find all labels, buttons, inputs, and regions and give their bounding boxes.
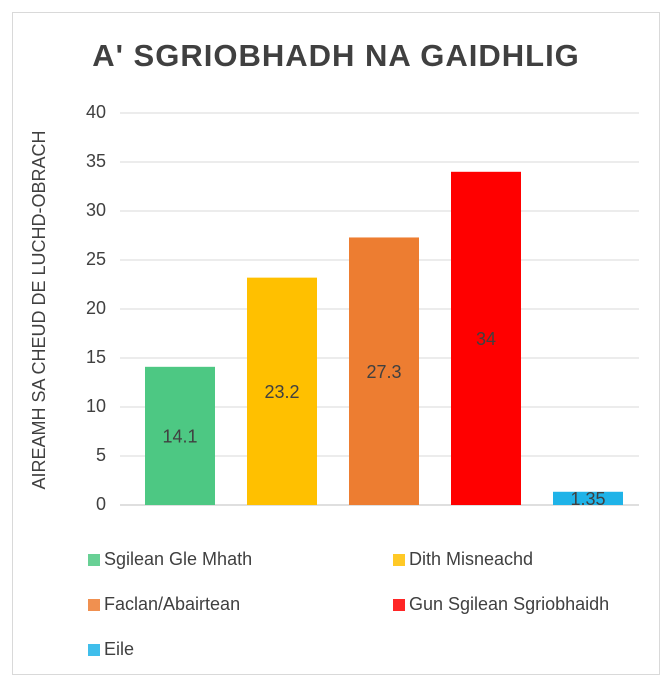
- bar: [349, 237, 419, 505]
- y-tick-label: 25: [86, 249, 106, 269]
- y-tick-label: 15: [86, 347, 106, 367]
- y-tick-label: 20: [86, 298, 106, 318]
- legend-label: Faclan/Abairtean: [104, 594, 240, 614]
- legend-swatch: [88, 599, 100, 611]
- y-tick-label: 35: [86, 151, 106, 171]
- legend-label: Sgilean Gle Mhath: [104, 549, 252, 569]
- legend-swatch: [393, 554, 405, 566]
- chart-frame: [12, 12, 660, 675]
- legend-label: Dith Misneachd: [409, 549, 533, 569]
- y-tick-label: 10: [86, 396, 106, 416]
- legend-swatch: [393, 599, 405, 611]
- legend-label: Eile: [104, 639, 134, 659]
- data-label: 23.2: [264, 382, 299, 402]
- bar: [553, 491, 623, 505]
- legend-swatch: [88, 644, 100, 656]
- y-axis-label: AIREAMH SA CHEUD DE LUCHD-OBRACH: [29, 130, 49, 489]
- bar: [145, 366, 215, 505]
- bar: [247, 277, 317, 505]
- data-label: 34: [476, 329, 496, 349]
- y-tick-label: 40: [86, 102, 106, 122]
- y-tick-label: 5: [96, 445, 106, 465]
- legend-label: Gun Sgilean Sgriobhaidh: [409, 594, 609, 614]
- data-label: 27.3: [366, 362, 401, 382]
- legend-swatch: [88, 554, 100, 566]
- y-tick-label: 30: [86, 200, 106, 220]
- data-label: 1.35: [570, 489, 605, 509]
- chart-title: A' SGRIOBHADH NA GAIDHLIG: [92, 38, 580, 73]
- data-label: 14.1: [162, 427, 197, 447]
- bar: [451, 171, 521, 506]
- y-tick-label: 0: [96, 494, 106, 514]
